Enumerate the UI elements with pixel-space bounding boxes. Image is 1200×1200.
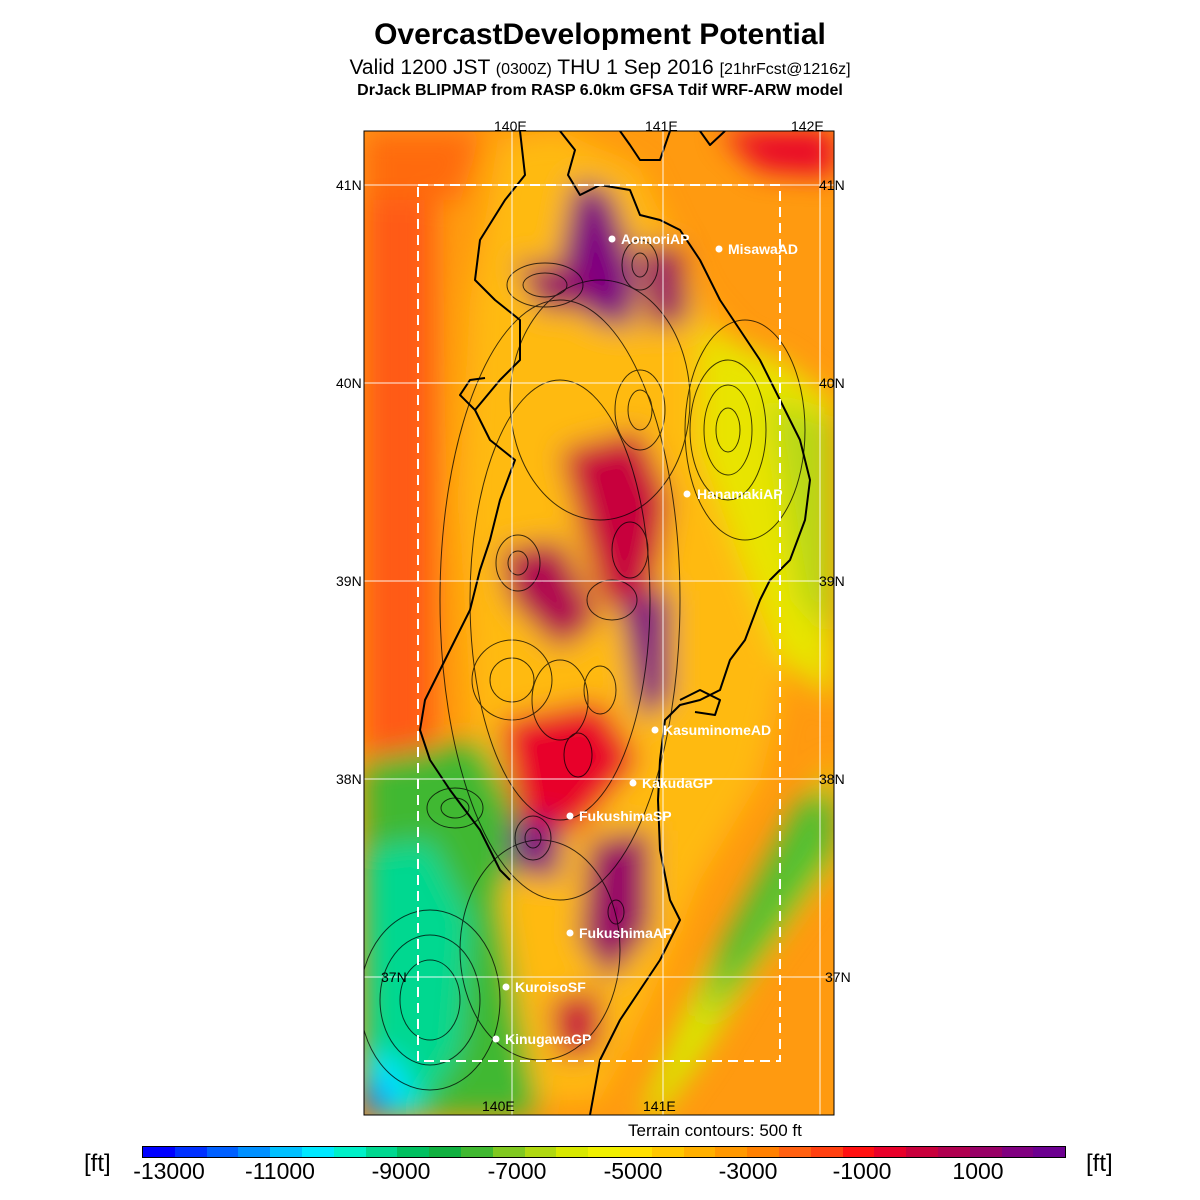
axis-labels: 140E 141E 142E 140E 141E 41N 40N 39N 38N… (336, 118, 851, 1114)
station-dot (651, 726, 659, 734)
color-swatch (143, 1147, 175, 1157)
station-label-fukushima-ap: FukushimaAP (579, 925, 672, 941)
lat-left-label: 37N (381, 969, 407, 985)
station-markers (492, 235, 723, 1043)
station-labels: AomoriAP MisawaAD HanamakiAP KasuminomeA… (505, 231, 798, 1047)
scale-label: -3000 (718, 1158, 778, 1184)
color-swatch (206, 1147, 239, 1157)
color-swatch (969, 1147, 1002, 1157)
color-swatch (651, 1147, 684, 1157)
inner-domain-box (417, 184, 781, 1062)
unit-label-right: [ft] (1086, 1150, 1113, 1177)
color-swatch (301, 1147, 334, 1157)
map-frame (363, 130, 835, 1116)
lon-top-label: 140E (494, 118, 527, 134)
color-swatch (333, 1147, 366, 1157)
color-swatch (429, 1147, 461, 1157)
station-dot (608, 235, 616, 243)
terrain-contour-note: Terrain contours: 500 ft (628, 1121, 802, 1140)
color-swatch (874, 1147, 907, 1157)
station-label-kinugawa: KinugawaGP (505, 1031, 591, 1047)
color-swatch (397, 1147, 430, 1157)
lat-left-label: 39N (336, 573, 362, 589)
color-swatch (556, 1147, 589, 1157)
station-dot (683, 490, 691, 498)
lat-right-label: 40N (819, 375, 845, 391)
lat-right-label: 38N (819, 771, 845, 787)
forecast-info: [21hrFcst@1216z] (719, 61, 851, 78)
color-swatch (1001, 1147, 1034, 1157)
color-swatch (174, 1147, 207, 1157)
color-swatch (683, 1147, 716, 1157)
color-swatch (492, 1147, 525, 1157)
station-dot (566, 812, 574, 820)
color-swatch (906, 1147, 938, 1157)
station-label-fukushima-sp: FukushimaSP (579, 808, 672, 824)
lat-right-label: 41N (819, 177, 845, 193)
lon-bottom-label: 140E (482, 1098, 515, 1114)
unit-label-left: [ft] (84, 1150, 111, 1177)
color-swatch (619, 1147, 652, 1157)
forecast-map: AomoriAP MisawaAD HanamakiAP KasuminomeA… (336, 118, 851, 1116)
color-swatch (842, 1147, 875, 1157)
map-title: OvercastDevelopment Potential (374, 18, 826, 51)
color-swatch (715, 1147, 748, 1157)
color-swatch (270, 1147, 302, 1157)
color-swatch (460, 1147, 493, 1157)
color-swatch (1033, 1147, 1066, 1157)
scale-label: 1000 (952, 1158, 1004, 1184)
lat-left-label: 41N (336, 177, 362, 193)
station-label-misawa: MisawaAD (728, 241, 798, 257)
color-swatch (524, 1147, 557, 1157)
station-label-kuroiso: KuroisoSF (515, 979, 586, 995)
valid-utc: (0300Z) (495, 61, 552, 78)
color-swatch (810, 1147, 843, 1157)
color-scale-bar (142, 1146, 1066, 1158)
scale-label: -1000 (832, 1158, 892, 1184)
station-dot (502, 983, 510, 991)
scale-label: -11000 (245, 1158, 315, 1184)
color-swatch (778, 1147, 811, 1157)
color-swatch (937, 1147, 970, 1157)
valid-time-line: Valid 1200 JST (0300Z) THU 1 Sep 2016 [2… (0, 56, 1200, 80)
color-swatch (588, 1147, 620, 1157)
scale-label: -7000 (487, 1158, 547, 1184)
coastline (419, 131, 811, 1115)
color-swatch (365, 1147, 398, 1157)
station-label-kasuminome: KasuminomeAD (663, 722, 771, 738)
lon-top-label: 142E (791, 118, 824, 134)
station-label-hanamaki: HanamakiAP (697, 486, 783, 502)
scale-label: -9000 (371, 1158, 431, 1184)
forecast-field: AomoriAP MisawaAD HanamakiAP KasuminomeA… (364, 131, 834, 1115)
lat-right-label: 37N (825, 969, 851, 985)
lat-left-label: 40N (336, 375, 362, 391)
model-description: DrJack BLIPMAP from RASP 6.0km GFSA Tdif… (357, 82, 843, 99)
station-dot (492, 1035, 500, 1043)
station-dot (566, 929, 574, 937)
station-label-aomori: AomoriAP (621, 231, 689, 247)
terrain-contours (364, 239, 806, 1091)
valid-prefix: Valid 1200 JST (349, 56, 490, 79)
lat-right-label: 39N (819, 573, 845, 589)
valid-date: THU 1 Sep 2016 (557, 56, 714, 79)
station-label-kakuda: KakudaGP (642, 775, 713, 791)
color-swatch (238, 1147, 271, 1157)
color-swatch (747, 1147, 779, 1157)
lon-top-label: 141E (645, 118, 678, 134)
station-dot (629, 779, 637, 787)
scale-label: -13000 (133, 1158, 205, 1184)
scale-label: -5000 (603, 1158, 663, 1184)
lat-left-label: 38N (336, 771, 362, 787)
station-dot (715, 245, 723, 253)
lon-bottom-label: 141E (643, 1098, 676, 1114)
